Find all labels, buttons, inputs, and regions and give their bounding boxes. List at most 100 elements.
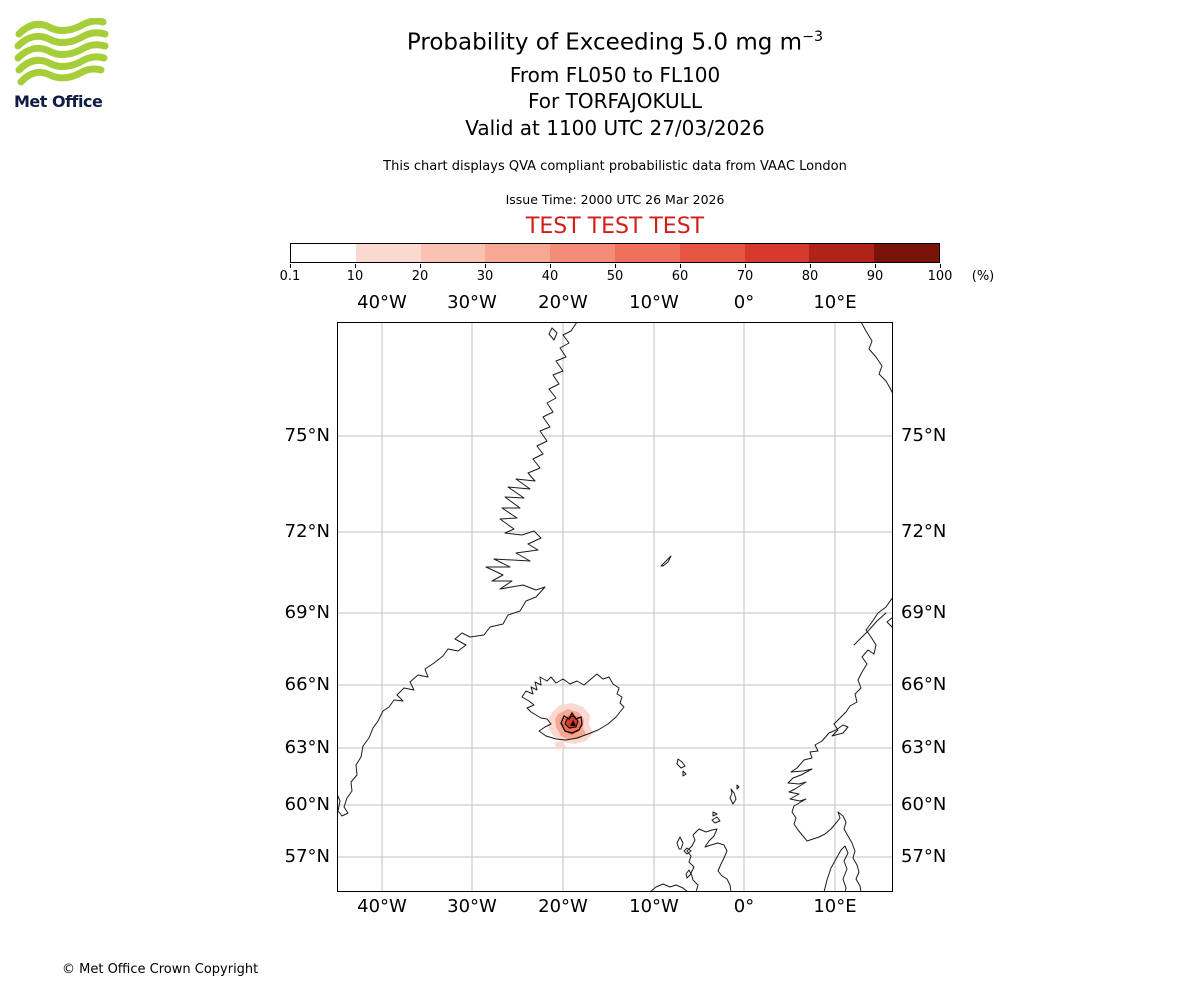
lat-label-right: 66°N [901, 674, 947, 695]
coastline-iceland [521, 673, 625, 741]
colorbar-segment [420, 244, 486, 262]
coastline-norway-island [886, 616, 894, 629]
coastline-faroes [676, 758, 687, 777]
lat-label-right: 72°N [901, 521, 947, 542]
colorbar-segment [874, 244, 939, 262]
lat-label-left: 57°N [284, 846, 330, 867]
colorbar-tick [485, 264, 486, 268]
colorbar-segment [485, 244, 551, 262]
map-svg [335, 321, 894, 893]
colorbar-segment [550, 244, 615, 262]
issue-time-text: Issue Time: 2000 UTC 26 Mar 2026 [505, 192, 725, 207]
chart-title-main: Probability of Exceeding 5.0 mg m [406, 29, 803, 56]
coastline-greenland [335, 321, 578, 817]
colorbar-segment [809, 244, 875, 262]
lon-label-top: 40°W [357, 292, 407, 313]
lon-label-top: 10°W [629, 292, 679, 313]
colorbar-legend: 0.1 10 20 30 40 50 60 70 80 90 100 [280, 243, 952, 284]
qva-info-text: This chart displays QVA compliant probab… [383, 159, 847, 174]
lat-label-left: 69°N [284, 602, 330, 623]
colorbar-tick-label: 0.1 [279, 269, 301, 284]
colorbar-tick [290, 264, 291, 268]
ash-probability-area [548, 703, 593, 750]
volcano-marker [570, 720, 576, 726]
lon-label-top: 0° [733, 292, 755, 313]
colorbar-tick-label: 30 [476, 269, 494, 284]
colorbar-segment [355, 244, 421, 262]
copyright-text: © Met Office Crown Copyright [62, 962, 259, 977]
contour-outer [560, 711, 583, 734]
subtitle-volcano: For TORFAJOKULL [528, 89, 702, 113]
colorbar-tick-label: 20 [411, 269, 429, 284]
lon-label-bottom: 40°W [357, 896, 407, 917]
coastline-ireland [649, 883, 689, 893]
lon-label-bottom: 10°E [813, 896, 857, 917]
colorbar-tick [745, 264, 746, 268]
lat-label-right: 69°N [901, 602, 947, 623]
logo-text: Met Office [14, 92, 103, 111]
lat-label-left: 60°N [284, 794, 330, 815]
coastline-scotland [686, 828, 732, 893]
lon-label-bottom: 30°W [447, 896, 497, 917]
lat-label-left: 75°N [284, 425, 330, 446]
grid-lines [337, 322, 893, 892]
colorbar-tick [940, 264, 941, 268]
test-banner: TEST TEST TEST [525, 214, 705, 239]
colorbar-tick [355, 264, 356, 268]
logo-waves-icon [14, 17, 109, 86]
subtitle-flight-levels: From FL050 to FL100 [509, 63, 721, 87]
coastline-greenland-island [548, 327, 558, 341]
colorbar-tick-label: 90 [866, 269, 884, 284]
lat-label-left: 66°N [284, 674, 330, 695]
colorbar [290, 243, 940, 263]
colorbar-tick [810, 264, 811, 268]
chart-title: Probability of Exceeding 5.0 mg m−3 [30, 29, 1200, 56]
colorbar-tick [615, 264, 616, 268]
colorbar-tick-label: 40 [541, 269, 559, 284]
lon-label-top: 30°W [447, 292, 497, 313]
lat-label-right: 57°N [901, 846, 947, 867]
lon-label-bottom: 0° [733, 896, 755, 917]
colorbar-unit-label: (%) [971, 269, 995, 284]
coastline-norway [787, 596, 894, 893]
coastline-shetland [729, 784, 740, 805]
chart-title-superscript: −3 [802, 29, 824, 45]
colorbar-segment [679, 244, 745, 262]
colorbar-tick [550, 264, 551, 268]
coastline-jutland [823, 845, 849, 893]
coastline-jan-mayen [660, 555, 672, 567]
contour-inner [564, 715, 579, 729]
colorbar-tick [680, 264, 681, 268]
colorbar-tick [875, 264, 876, 268]
colorbar-tick-label: 70 [736, 269, 754, 284]
colorbar-segment [614, 244, 680, 262]
coastline-lofoten [853, 612, 887, 646]
colorbar-tick-label: 60 [671, 269, 689, 284]
colorbar-tick [420, 264, 421, 268]
coastline-orkney [711, 811, 721, 824]
map-frame [337, 322, 893, 892]
lon-label-bottom: 20°W [538, 896, 588, 917]
colorbar-segment [744, 244, 810, 262]
lat-label-right: 75°N [901, 425, 947, 446]
lat-label-left: 63°N [284, 737, 330, 758]
coastline-hebrides [676, 836, 692, 879]
colorbar-tick-label: 80 [801, 269, 819, 284]
metoffice-logo: Met Office [14, 17, 114, 118]
lon-label-bottom: 10°W [629, 896, 679, 917]
colorbar-tick-label: 100 [927, 269, 953, 284]
coastline-svalbard [860, 321, 894, 395]
lon-label-top: 20°W [538, 292, 588, 313]
lat-label-right: 60°N [901, 794, 947, 815]
subtitle-valid-time: Valid at 1100 UTC 27/03/2026 [465, 116, 765, 140]
map-area [335, 321, 894, 893]
lon-label-top: 10°E [813, 292, 857, 313]
colorbar-segment [291, 244, 356, 262]
lat-label-left: 72°N [284, 521, 330, 542]
lat-label-right: 63°N [901, 737, 947, 758]
ash-prob-low-fill-detached [554, 741, 566, 750]
high-probability-contour [560, 711, 583, 734]
colorbar-tick-label: 10 [346, 269, 364, 284]
colorbar-tick-label: 50 [606, 269, 624, 284]
